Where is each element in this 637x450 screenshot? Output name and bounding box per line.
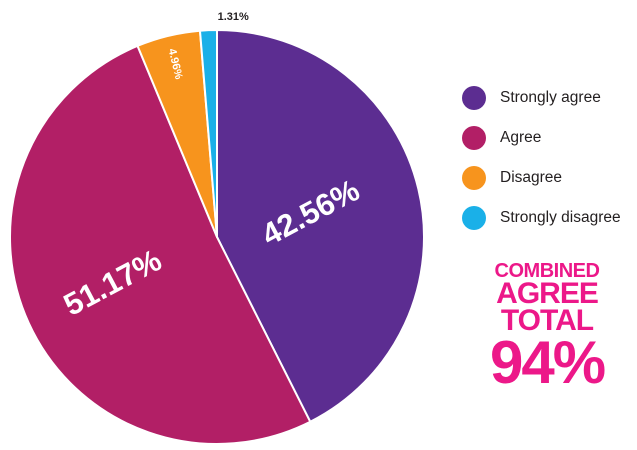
legend-swatch-disagree [462, 165, 486, 190]
legend-label-agree: Agree [500, 128, 542, 146]
pie-slice-strongly-disagree [198, 29, 218, 238]
legend-swatch-strongly-agree [462, 85, 486, 110]
legend-item-agree: Agree [462, 124, 637, 151]
legend-label-strongly-agree: Strongly agree [500, 88, 601, 106]
legend-swatch-agree [462, 125, 486, 150]
callout-line-combined: COMBINED [494, 260, 600, 282]
legend-label-strongly-disagree: Strongly disagree [500, 208, 621, 226]
slice-label-strongly-disagree: 1.31% [218, 11, 249, 23]
callout-value: 94% [489, 329, 606, 396]
chart-legend: Strongly agree Agree Disagree Strongly d… [462, 84, 637, 244]
pie-slice-agree [9, 44, 312, 445]
legend-item-disagree: Disagree [462, 164, 637, 191]
callout-line-total: TOTAL [500, 304, 594, 337]
legend-item-strongly-agree: Strongly agree [462, 84, 637, 111]
legend-item-strongly-disagree: Strongly disagree [462, 204, 637, 231]
callout-line-agree: AGREE [496, 277, 599, 310]
legend-swatch-strongly-disagree [462, 205, 486, 230]
pie-slice-strongly-agree [216, 29, 425, 423]
legend-label-disagree: Disagree [500, 168, 563, 186]
combined-agree-callout: COMBINED AGREE TOTAL 94% [474, 260, 620, 396]
